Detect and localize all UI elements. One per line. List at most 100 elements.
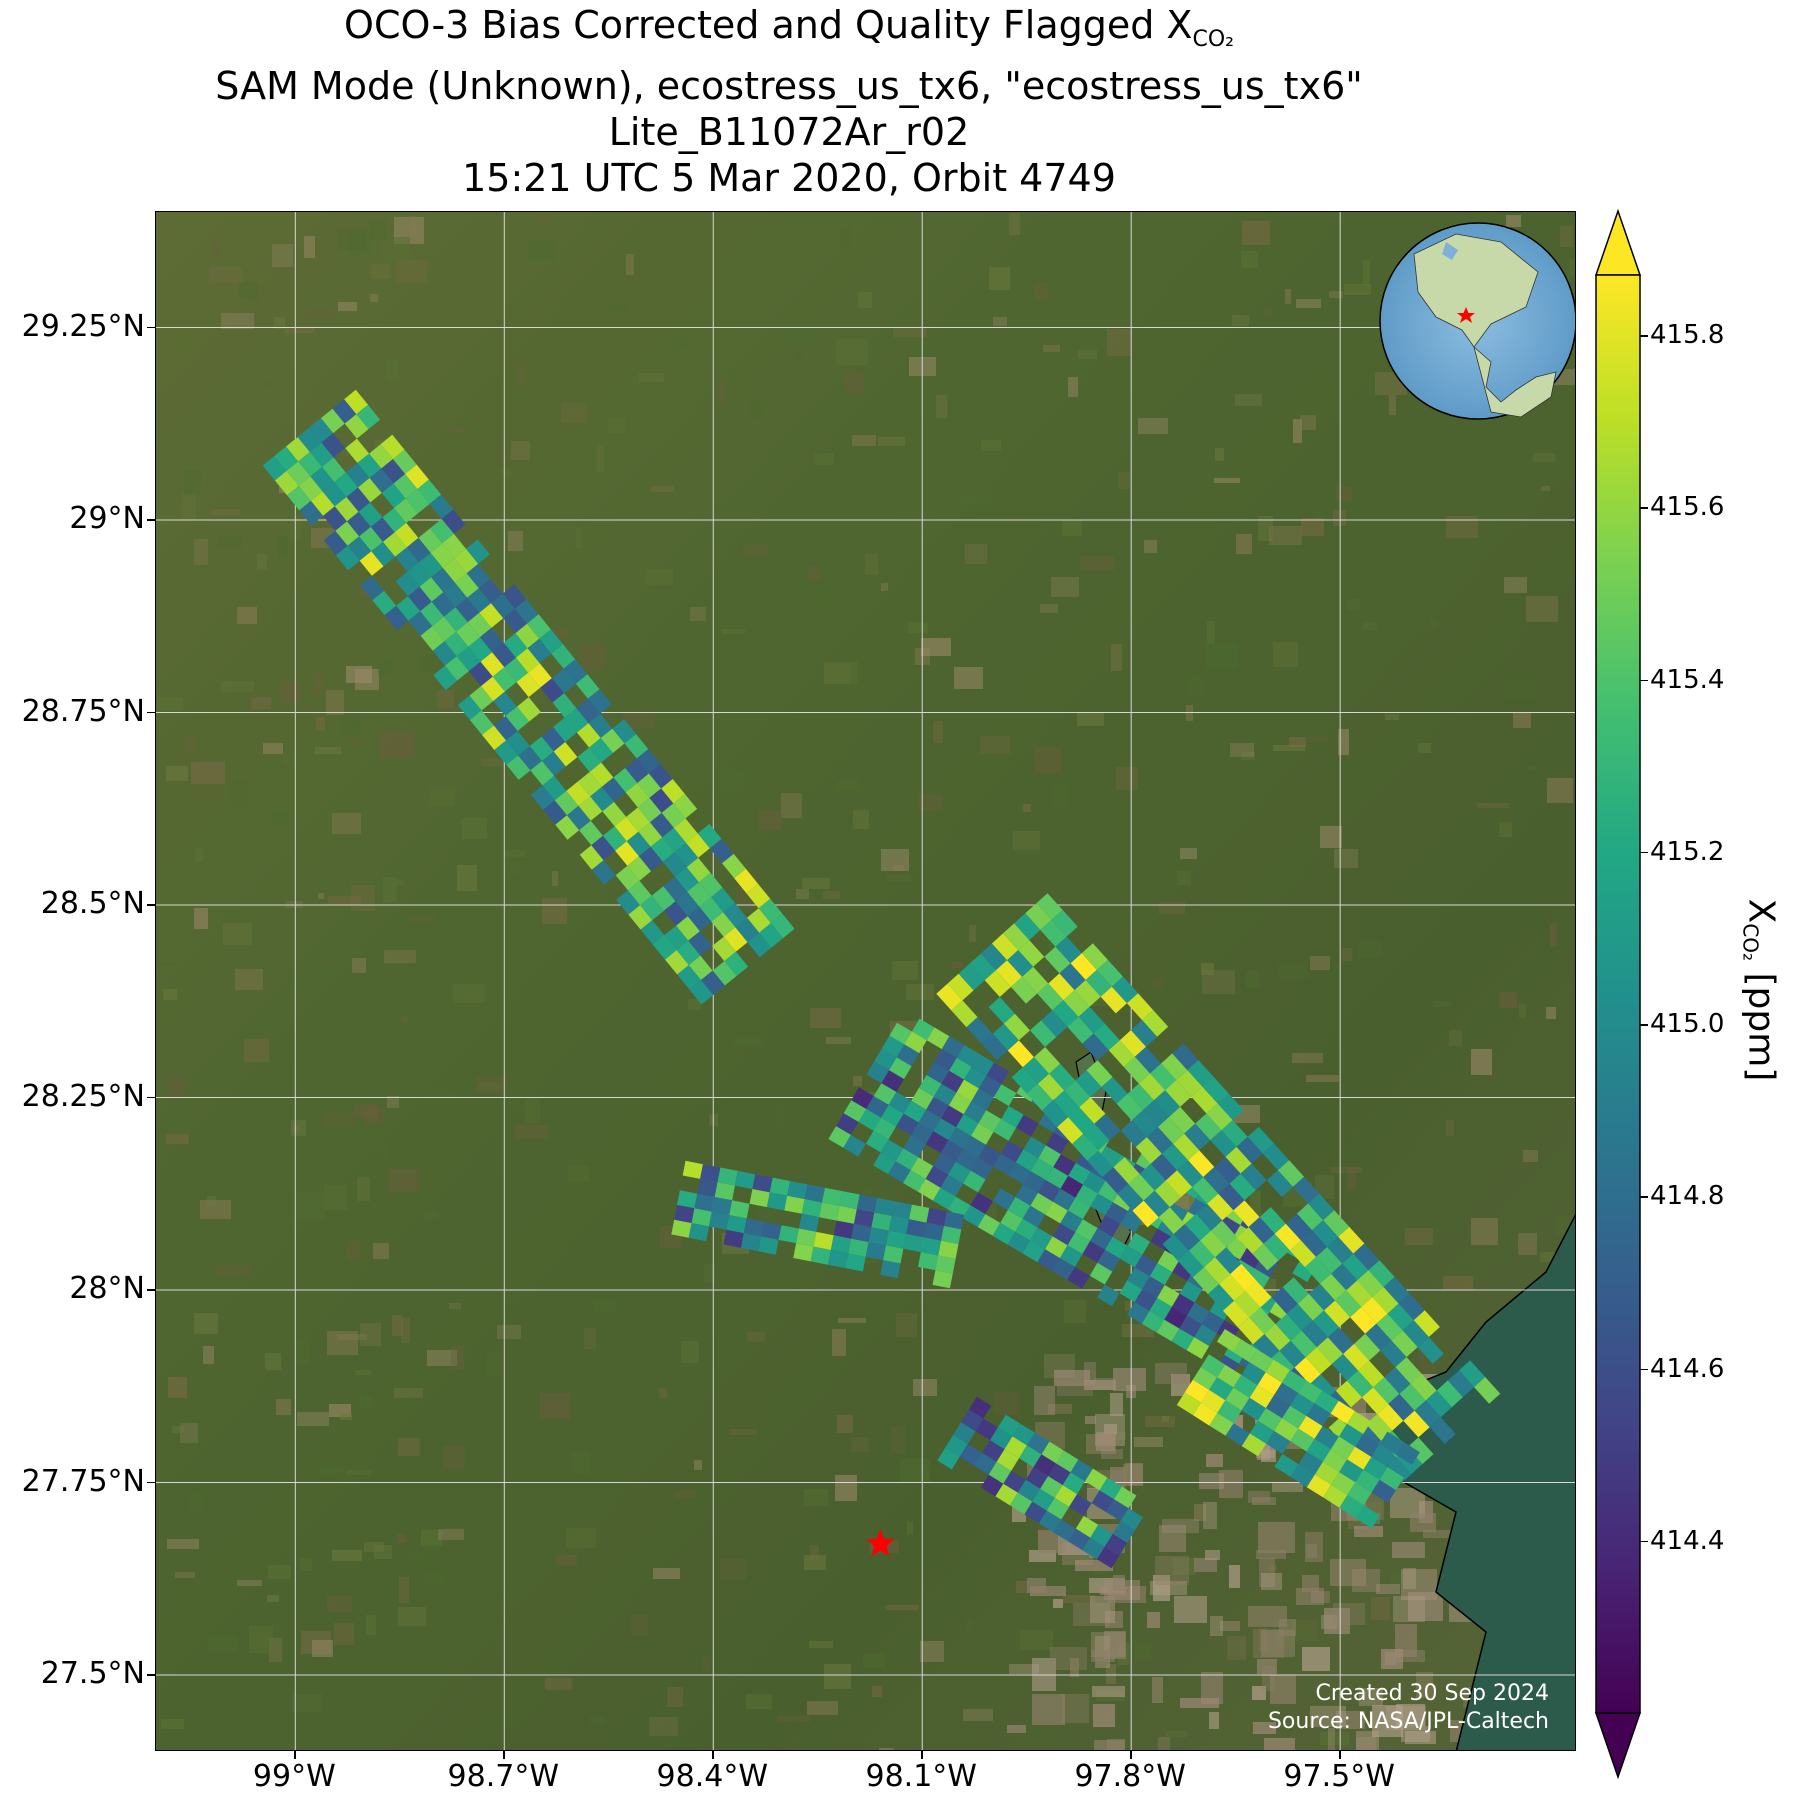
terrain-patch xyxy=(424,1573,446,1585)
field-patch xyxy=(1210,1616,1223,1636)
xco2-pixel xyxy=(1079,1097,1106,1124)
xco2-pixel xyxy=(417,479,442,504)
terrain-patch xyxy=(1338,729,1349,755)
xco2-pixel xyxy=(676,940,701,966)
xco2-pixel xyxy=(1093,1023,1120,1051)
xco2-pixel xyxy=(709,1211,730,1230)
terrain-patch xyxy=(249,1626,273,1653)
xco2-pixel xyxy=(906,1219,927,1238)
xco2-pixel xyxy=(810,1246,831,1265)
field-patch xyxy=(1324,1608,1350,1634)
xco2-pixel xyxy=(1128,1173,1155,1201)
xco2-pixel xyxy=(1308,1193,1335,1221)
xco2-pixel xyxy=(1018,940,1045,967)
xco2-pixel xyxy=(801,1199,822,1218)
terrain-patch xyxy=(746,1694,772,1709)
terrain-patch xyxy=(1159,902,1185,914)
xco2-pixel xyxy=(1266,1431,1291,1454)
xco2-pixel xyxy=(962,1205,986,1227)
xco2-pixel xyxy=(1371,1479,1396,1503)
terrain-patch xyxy=(1310,956,1330,970)
terrain-patch xyxy=(1499,992,1517,1008)
xco2-pixel xyxy=(359,526,383,552)
terrain-patch xyxy=(561,403,586,423)
xco2-pixel xyxy=(1233,1374,1258,1398)
terrain-patch xyxy=(1547,778,1573,803)
xco2-pixel xyxy=(1240,1246,1263,1269)
xco2-pixel xyxy=(873,1152,896,1175)
xco2-pixel xyxy=(1346,1411,1372,1434)
terrain-patch xyxy=(1350,1681,1367,1697)
xco2-pixel xyxy=(469,710,494,735)
colorbar-tick-mark xyxy=(1640,507,1648,509)
terrain-patch xyxy=(814,453,834,465)
xco2-pixel xyxy=(988,997,1015,1024)
terrain-patch xyxy=(272,812,288,824)
field-patch xyxy=(1094,1740,1125,1750)
xco2-pixel xyxy=(395,571,420,597)
terrain-patch xyxy=(853,810,869,829)
xco2-pixel xyxy=(503,608,527,634)
xco2-pixel xyxy=(761,1221,782,1240)
xco2-pixel xyxy=(1138,1073,1166,1101)
terrain-patch xyxy=(1506,215,1521,227)
terrain-patch xyxy=(217,1265,251,1276)
terrain-patch xyxy=(1013,831,1040,850)
terrain-patch xyxy=(580,644,605,670)
xco2-pixel xyxy=(709,838,734,864)
xco2-pixel xyxy=(883,1245,904,1264)
xco2-pixel xyxy=(953,1422,976,1444)
terrain-patch xyxy=(1499,822,1512,837)
colorbar-tick-mark xyxy=(1640,679,1648,682)
terrain-patch xyxy=(1328,1728,1335,1750)
field-patch xyxy=(1376,1584,1400,1594)
terrain-patch xyxy=(1519,1004,1526,1018)
xco2-pixel xyxy=(694,1193,715,1212)
terrain-patch xyxy=(427,1350,457,1366)
terrain-patch xyxy=(722,629,745,634)
xco2-pixel xyxy=(1059,1245,1083,1267)
colorbar-extend-top xyxy=(1594,208,1642,276)
xco2-pixel xyxy=(966,1017,993,1044)
terrain-patch xyxy=(802,878,830,889)
xco2-pixel xyxy=(1141,1310,1165,1333)
terrain-patch xyxy=(392,880,404,886)
xco2-pixel xyxy=(1075,1219,1098,1241)
xco2-pixel xyxy=(514,599,539,624)
xco2-pixel xyxy=(1086,1060,1113,1087)
terrain-patch xyxy=(276,1399,291,1415)
xco2-pixel xyxy=(590,786,614,812)
terrain-patch xyxy=(1023,804,1031,812)
xco2-pixel xyxy=(384,605,409,631)
xco2-pixel xyxy=(539,629,563,654)
xco2-pixel xyxy=(1209,1298,1232,1321)
terrain-patch xyxy=(837,781,859,790)
xco2-pixel xyxy=(874,1048,897,1071)
field-patch xyxy=(1113,1368,1146,1391)
field-patch xyxy=(1356,1731,1379,1750)
terrain-patch xyxy=(1068,377,1078,397)
field-patch xyxy=(1395,1624,1417,1657)
xco2-pixel xyxy=(456,646,481,672)
xco2-pixel xyxy=(1221,1120,1248,1147)
xco2-pixel xyxy=(394,498,418,523)
xco2-pixel xyxy=(1249,1349,1274,1373)
terrain-patch xyxy=(1241,251,1258,268)
xco2-pixel xyxy=(970,1157,994,1180)
xco2-pixel xyxy=(393,474,418,499)
xco2-pixel xyxy=(1331,1263,1358,1291)
xco2-pixel xyxy=(1290,1330,1317,1358)
xco2-pixel xyxy=(1257,1372,1282,1396)
xco2-pixel xyxy=(974,1452,997,1475)
field-patch xyxy=(1354,1526,1383,1537)
xco2-pixel xyxy=(1331,1472,1356,1495)
terrain-patch xyxy=(380,732,414,758)
terrain-patch xyxy=(1560,226,1573,247)
xco2-pixel xyxy=(298,452,322,477)
lat-tick-mark xyxy=(147,1674,155,1676)
xco2-pixel xyxy=(1053,1154,1076,1176)
terrain-patch xyxy=(292,1193,325,1220)
xco2-pixel xyxy=(455,573,479,598)
xco2-pixel xyxy=(784,1195,805,1214)
field-patch xyxy=(1302,1575,1319,1592)
